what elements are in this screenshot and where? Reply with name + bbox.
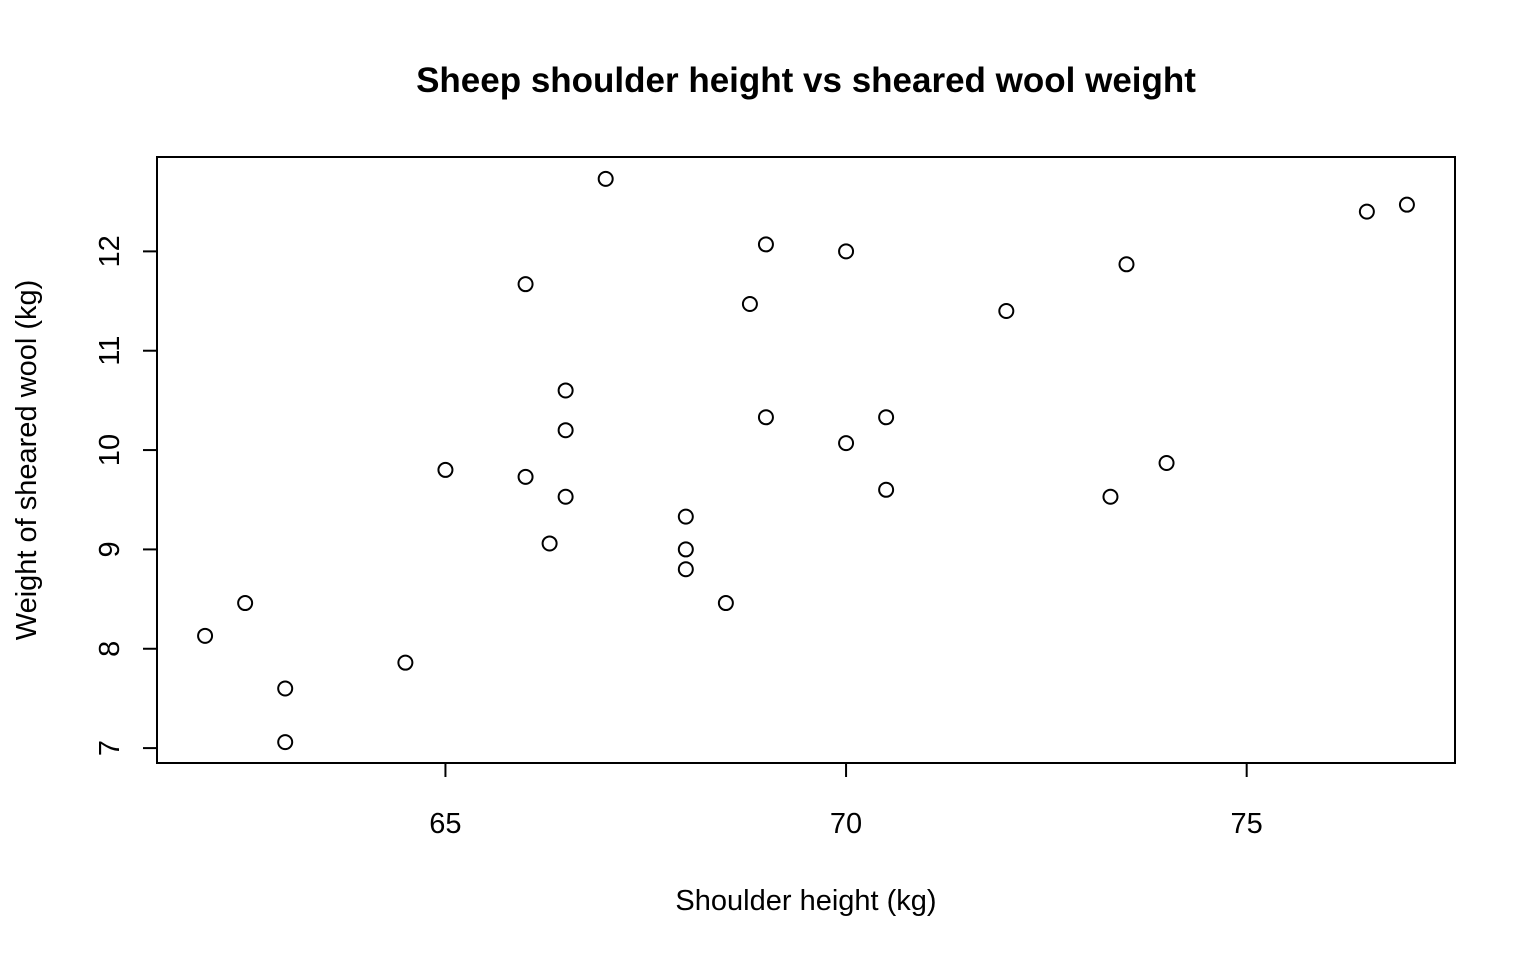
data-point: [557, 488, 574, 505]
x-tick-label: 70: [830, 808, 862, 840]
x-axis-label: Shoulder height (kg): [675, 885, 936, 917]
data-point: [677, 508, 694, 525]
y-tick-label: 10: [94, 434, 126, 466]
y-tick-label: 7: [94, 740, 126, 756]
data-point: [517, 276, 534, 293]
chart-title: Sheep shoulder height vs sheared wool we…: [416, 61, 1196, 100]
data-point: [197, 627, 214, 644]
data-point: [1102, 488, 1119, 505]
data-point: [757, 409, 774, 426]
x-tick-label: 65: [429, 808, 461, 840]
data-point: [757, 236, 774, 253]
data-point: [597, 170, 614, 187]
data-point: [277, 734, 294, 751]
y-tick-label: 9: [94, 541, 126, 557]
data-point: [878, 481, 895, 498]
plot-frame: [156, 156, 1456, 764]
data-point: [1358, 203, 1375, 220]
data-point: [1158, 454, 1175, 471]
data-point: [878, 409, 895, 426]
data-point: [437, 461, 454, 478]
x-tick-label: 75: [1231, 808, 1263, 840]
data-point: [277, 680, 294, 697]
data-point: [237, 595, 254, 612]
data-point: [517, 468, 534, 485]
data-point: [1398, 196, 1415, 213]
data-point: [541, 535, 558, 552]
data-point: [677, 561, 694, 578]
y-tick-label: 11: [94, 336, 126, 366]
x-axis: 65 70 75: [429, 762, 1263, 840]
data-point: [741, 296, 758, 313]
data-point: [557, 422, 574, 439]
y-axis-label: Weight of sheared wool (kg): [11, 280, 43, 641]
data-point: [838, 435, 855, 452]
data-point: [557, 382, 574, 399]
y-tick-label: 8: [94, 641, 126, 657]
data-point: [677, 541, 694, 558]
data-point: [717, 595, 734, 612]
data-point: [397, 654, 414, 671]
data-point: [998, 302, 1015, 319]
data-point: [838, 243, 855, 260]
data-points: [197, 170, 1415, 751]
y-tick-label: 12: [94, 235, 126, 267]
y-axis: 7 8 9 10 11 12: [94, 235, 158, 756]
data-point: [1118, 256, 1135, 273]
